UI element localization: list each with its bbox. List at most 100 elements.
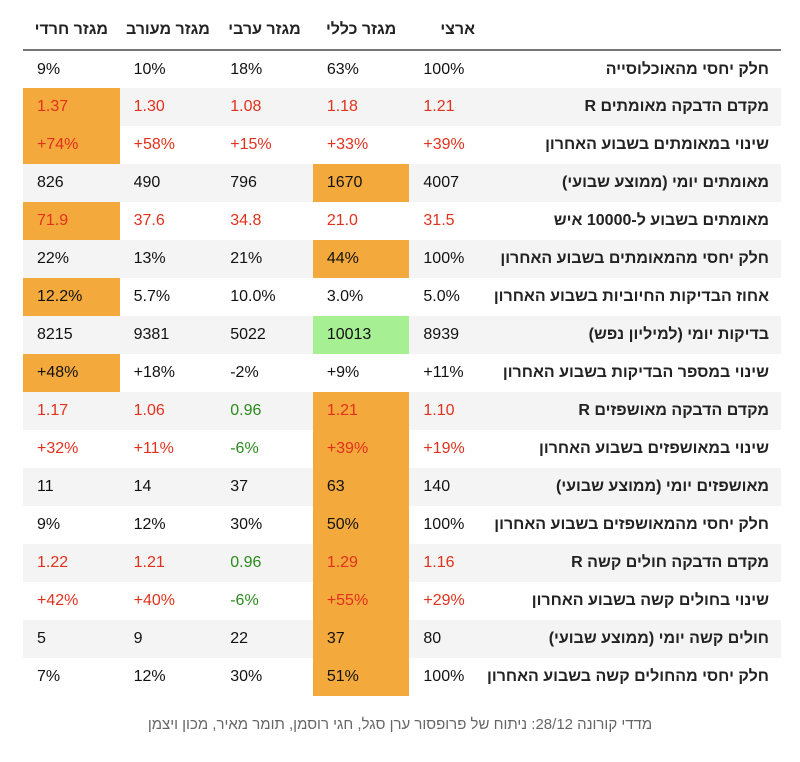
header-national: ארצי xyxy=(409,10,506,51)
row-label: חולים קשה יומי (ממוצע שבועי) xyxy=(548,630,769,647)
table-cell: +74% xyxy=(23,126,120,164)
table-cell: 5 xyxy=(37,630,46,647)
table-cell: 22 xyxy=(230,630,249,647)
table-cell: 490 xyxy=(133,174,161,191)
row-label: שינוי במאומתים בשבוע האחרון xyxy=(545,136,769,153)
table-cell: 1670 xyxy=(312,164,410,202)
row-label: בדיקות יומי (למיליון נפש) xyxy=(588,326,769,343)
table-cell: 140 xyxy=(423,478,451,495)
table-cell: 71.9 xyxy=(23,202,120,240)
table-cell: 1.10 xyxy=(423,402,455,419)
table-row: חלק יחסי מהאוכלוסייה 100% 63% 18% 10% 9% xyxy=(23,50,781,88)
table-cell: 63% xyxy=(326,60,359,78)
row-label: שינוי במאושפזים בשבוע האחרון xyxy=(539,440,769,457)
table-row: מקדם הדבקה מאומתים R 1.21 1.18 1.08 1.30 1.37 xyxy=(23,88,781,126)
table-row: מאומתים יומי (ממוצע שבועי) 4007 1670 796 490… xyxy=(23,164,781,202)
table-cell: 5022 xyxy=(230,326,266,343)
table-cell: 100% xyxy=(423,668,465,685)
table-cell: +11% xyxy=(133,440,174,457)
table-cell: 1.29 xyxy=(312,544,410,582)
table-cell: 37 xyxy=(230,478,249,495)
table-cell: 796 xyxy=(230,174,257,191)
row-label: מקדם הדבקה מאושפזים R xyxy=(578,402,769,419)
table-cell: 100% xyxy=(423,250,465,267)
table-cell: +42% xyxy=(37,592,79,609)
row-label: מאומתים בשבוע ל-10000 איש xyxy=(553,212,769,229)
table-cell: 9% xyxy=(37,60,61,78)
row-label: מאומתים יומי (ממוצע שבועי) xyxy=(562,174,769,191)
table-cell: +18% xyxy=(133,364,175,381)
table-cell: 5.7% xyxy=(133,288,171,305)
row-label: חלק יחסי מהמאושפזים בשבוע האחרון xyxy=(494,516,769,533)
table-cell: 12% xyxy=(133,516,166,533)
table-cell: +33% xyxy=(326,136,369,153)
table-cell: 21% xyxy=(230,250,263,267)
table-cell: 37 xyxy=(312,620,410,658)
table-cell: +15% xyxy=(230,136,272,153)
row-label: שינוי בחולים קשה בשבוע האחרון xyxy=(531,592,769,609)
table-cell: 50% xyxy=(312,506,410,544)
table-row: בדיקות יומי (למיליון נפש) 8939 10013 5022 93… xyxy=(23,316,781,354)
table-cell: +58% xyxy=(133,136,175,153)
row-label: שינוי במספר הבדיקות בשבוע האחרון xyxy=(502,364,769,381)
table-cell: 30% xyxy=(230,668,263,685)
table-cell: 8939 xyxy=(423,326,459,343)
header-arab-sector: מגזר ערבי xyxy=(216,10,313,51)
header-haredi-sector: מגזר חרדי xyxy=(23,10,120,51)
table-row: חלק יחסי מהמאומתים בשבוע האחרון 100% 44% 21… xyxy=(23,240,781,278)
table-cell: +11% xyxy=(423,364,464,381)
table-row: חלק יחסי מהחולים קשה בשבוע האחרון 100% 51%… xyxy=(23,658,781,696)
table-cell: -6% xyxy=(230,440,259,457)
table-cell: 826 xyxy=(37,174,64,191)
table-cell: 9% xyxy=(37,516,61,533)
table-row: מאושפזים יומי (ממוצע שבועי) 140 63 37 14 11 xyxy=(23,468,781,506)
header-corner xyxy=(506,10,781,51)
table-cell: 44% xyxy=(312,240,410,278)
corona-indices-table: ארצי מגזר כללי מגזר ערבי מגזר מעורב מגזר… xyxy=(23,10,781,696)
table-cell: 1.21 xyxy=(423,98,455,115)
table-cell: 1.21 xyxy=(312,392,410,430)
table-cell: 100% xyxy=(423,60,465,78)
table-cell: 51% xyxy=(312,658,410,696)
table-cell: 63 xyxy=(312,468,410,506)
table-cell: 9381 xyxy=(133,326,170,343)
table-cell: 3.0% xyxy=(326,288,364,305)
table-cell: 9 xyxy=(133,630,143,647)
table-cell: 30% xyxy=(230,516,263,533)
row-label: חלק יחסי מהמאומתים בשבוע האחרון xyxy=(500,250,769,267)
table-cell: 10.0% xyxy=(230,288,276,305)
table-cell: 7% xyxy=(37,668,61,685)
row-label: מאושפזים יומי (ממוצע שבועי) xyxy=(555,478,769,495)
header-general-sector: מגזר כללי xyxy=(312,10,410,51)
table-cell: 1.16 xyxy=(423,554,455,571)
table-cell: 1.21 xyxy=(133,554,165,571)
row-label: מקדם הדבקה מאומתים R xyxy=(584,98,769,115)
header-mixed-sector: מגזר מעורב xyxy=(119,10,217,51)
table-cell: 8215 xyxy=(37,326,73,343)
table-cell: 1.22 xyxy=(37,554,69,571)
table-cell: 100% xyxy=(423,516,465,533)
table-cell: +29% xyxy=(423,592,465,609)
table-row: מאומתים בשבוע ל-10000 איש 31.5 21.0 34.8 37.… xyxy=(23,202,781,240)
table-cell: -2% xyxy=(230,364,259,381)
table-cell: 12% xyxy=(133,668,166,685)
table-cell: 80 xyxy=(423,630,442,647)
table-cell: 1.30 xyxy=(133,98,165,115)
table-cell: +40% xyxy=(133,592,175,609)
header-row: ארצי מגזר כללי מגזר ערבי מגזר מעורב מגזר… xyxy=(23,10,781,51)
table-row: מקדם הדבקה חולים קשה R 1.16 1.29 0.96 1.21 1.… xyxy=(23,544,781,582)
table-cell: 14 xyxy=(133,478,152,495)
table-cell: 0.96 xyxy=(230,554,262,571)
table-row: מקדם הדבקה מאושפזים R 1.10 1.21 0.96 1.06 1.1… xyxy=(23,392,781,430)
table-cell: 37.6 xyxy=(133,212,165,229)
row-label: חלק יחסי מהאוכלוסייה xyxy=(605,60,769,78)
table-cell: 5.0% xyxy=(423,288,460,305)
table-caption: מדדי קורונה 28/12: ניתוח של פרופסור ערן … xyxy=(147,716,653,733)
table-cell: 1.17 xyxy=(37,402,69,419)
table-cell: 1.08 xyxy=(230,98,262,115)
table-row: חולים קשה יומי (ממוצע שבועי) 80 37 22 9 5 xyxy=(23,620,781,658)
table-row: אחוז הבדיקות החיוביות בשבוע האחרון 5.0% 3.… xyxy=(23,278,781,316)
table-cell: 21.0 xyxy=(326,212,358,229)
table-body: חלק יחסי מהאוכלוסייה 100% 63% 18% 10% 9% מקדם … xyxy=(23,50,781,696)
table-cell: 1.18 xyxy=(326,98,358,115)
